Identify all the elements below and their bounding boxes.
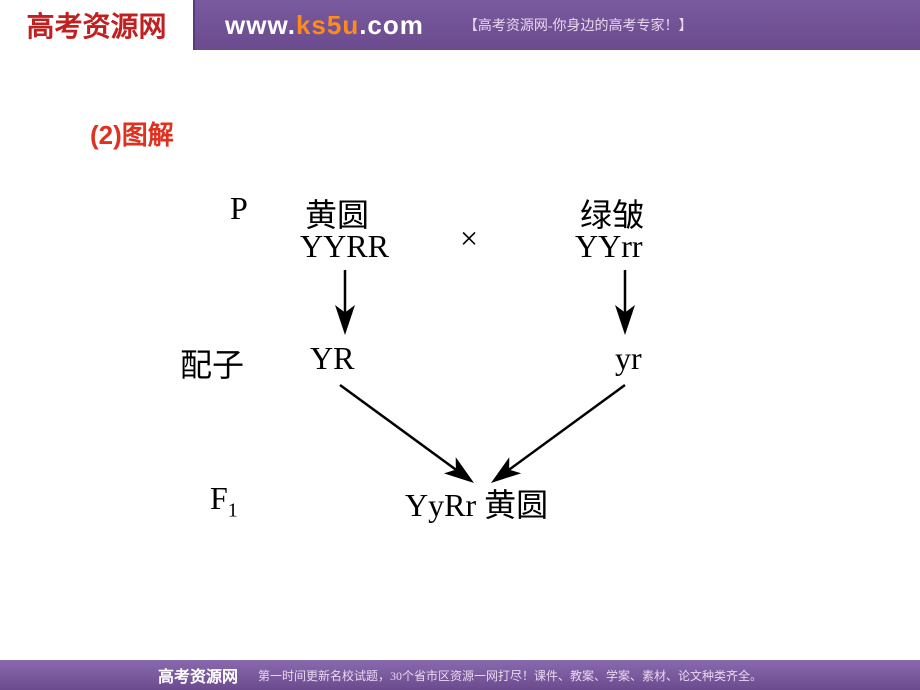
url-suffix: .com (359, 10, 424, 40)
parent2-genotype: YYrr (575, 228, 643, 265)
site-tagline: 【高考资源网-你身边的高考专家！】 (464, 15, 693, 35)
p-generation-label: P (230, 190, 248, 227)
cross-symbol: × (460, 220, 478, 257)
genetics-cross-diagram: P 黄圆 YYRR × 绿皱 YYrr 配子 YR yr F1 YyRr 黄圆 (150, 170, 770, 550)
gamete2: yr (615, 340, 642, 377)
f1-generation-label: F1 (210, 480, 238, 522)
parent1-genotype: YYRR (300, 228, 389, 265)
header-bar: 高考资源网 www.ks5u.com 【高考资源网-你身边的高考专家！】 (0, 0, 920, 50)
footer-logo: 高考资源网 (158, 663, 238, 687)
gamete-row-label: 配子 (180, 340, 244, 386)
offspring: YyRr 黄圆 (405, 480, 548, 526)
slide-content: (2)图解 P 黄圆 YYRR × 绿皱 YYrr 配子 YR yr F1 Yy… (0, 50, 920, 640)
gamete1: YR (310, 340, 354, 377)
site-url: www.ks5u.com (225, 10, 424, 41)
section-subtitle: (2)图解 (90, 115, 174, 152)
footer-text: 第一时间更新名校试题，30个省市区资源一网打尽！课件、教案、学案、素材、论文种类… (258, 667, 762, 684)
footer-bar: 高考资源网 第一时间更新名校试题，30个省市区资源一网打尽！课件、教案、学案、素… (0, 660, 920, 690)
site-logo: 高考资源网 (0, 0, 195, 50)
url-prefix: www. (225, 10, 296, 40)
url-highlight: ks5u (296, 10, 359, 40)
